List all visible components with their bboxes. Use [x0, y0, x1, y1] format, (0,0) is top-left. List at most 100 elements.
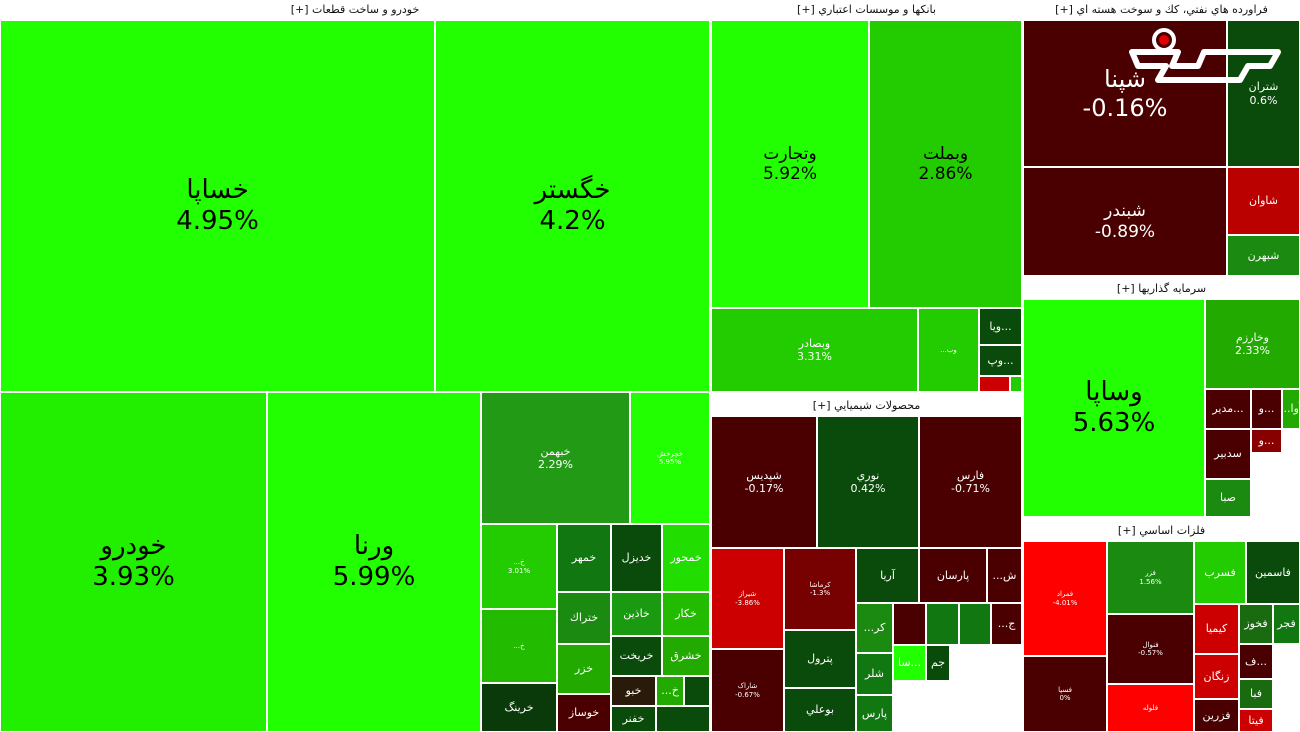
stock-tile[interactable]: [684, 676, 710, 706]
stock-tile[interactable]: نوري 0.42%: [817, 416, 919, 548]
stock-tile[interactable]: فارس -0.71%: [919, 416, 1022, 548]
stock-tile[interactable]: شلر: [856, 653, 893, 695]
stock-tile[interactable]: خزر: [557, 644, 611, 694]
stock-tile[interactable]: فلوله: [1107, 684, 1194, 732]
stock-tile[interactable]: [1010, 376, 1022, 392]
stock-tile[interactable]: وبملت 2.86%: [869, 20, 1022, 308]
stock-tile[interactable]: ختراك: [557, 592, 611, 644]
stock-symbol: ...ويا: [989, 319, 1012, 333]
stock-tile[interactable]: ج...: [991, 603, 1022, 645]
stock-tile[interactable]: [926, 603, 959, 645]
stock-tile[interactable]: کرماشا -1.3%: [784, 548, 856, 630]
stock-tile[interactable]: فمراد -4.01%: [1023, 541, 1107, 656]
stock-tile[interactable]: ...مدير: [1205, 389, 1251, 429]
stock-tile[interactable]: خ...: [481, 609, 557, 683]
stock-tile[interactable]: فزرين: [1194, 699, 1239, 732]
stock-tile[interactable]: ...و: [1251, 389, 1282, 429]
stock-tile[interactable]: خاذين: [611, 592, 662, 636]
stock-tile[interactable]: وخارزم 2.33%: [1205, 299, 1300, 389]
stock-symbol: ش...: [992, 568, 1017, 582]
stock-tile[interactable]: کيميا: [1194, 604, 1239, 654]
stock-tile[interactable]: ش...: [987, 548, 1022, 603]
stock-change-percent: 4.2%: [539, 206, 606, 236]
stock-tile[interactable]: خرينگ: [481, 683, 557, 732]
stock-tile[interactable]: آوا...: [1282, 389, 1300, 429]
stock-tile[interactable]: کر...: [856, 603, 893, 653]
stock-change-percent: 0.42%: [850, 482, 886, 495]
sector-title-invest[interactable]: سرمايه گذاريها [+]: [1023, 279, 1300, 299]
stock-tile[interactable]: وتجارت 5.92%: [711, 20, 869, 308]
stock-tile[interactable]: فيتا: [1239, 709, 1273, 732]
stock-tile[interactable]: خبهمن 2.29%: [481, 392, 630, 524]
stock-tile[interactable]: فسرب: [1194, 541, 1246, 604]
stock-tile[interactable]: خکار: [662, 592, 710, 636]
stock-symbol: ختراك: [569, 611, 599, 625]
stock-tile[interactable]: شبهرن: [1227, 235, 1300, 276]
sector-panel-invest: سرمايه گذاريها [+] وساپا 5.63% وخارزم 2.33…: [1023, 279, 1300, 517]
stock-tile[interactable]: پارس: [856, 695, 893, 732]
stock-tile[interactable]: فسپا 0%: [1023, 656, 1107, 732]
stock-tile[interactable]: زنگان: [1194, 654, 1239, 699]
stock-tile[interactable]: [656, 706, 710, 732]
stock-tile[interactable]: خچرخش 5.95%: [630, 392, 710, 524]
stock-tile[interactable]: خريخت: [611, 636, 662, 676]
stock-tile[interactable]: فبا: [1239, 679, 1273, 709]
stock-symbol: خ...: [513, 558, 525, 567]
sector-title-auto[interactable]: خودرو و ساخت قطعات [+]: [0, 0, 710, 20]
stock-tile[interactable]: خ... 3.01%: [481, 524, 557, 609]
stock-tile[interactable]: شيراز -3.86%: [711, 548, 784, 649]
stock-symbol: ورنا: [353, 530, 395, 561]
stock-tile[interactable]: فاسمين: [1246, 541, 1300, 604]
stock-tile[interactable]: [893, 603, 926, 645]
sector-title-metals[interactable]: فلزات اساسي [+]: [1023, 521, 1300, 541]
stock-tile[interactable]: ...وپ: [979, 345, 1022, 376]
stock-tile[interactable]: ورنا 5.99%: [267, 392, 481, 732]
stock-tile[interactable]: وبصادر 3.31%: [711, 308, 918, 392]
stock-tile[interactable]: شاوان: [1227, 167, 1300, 235]
stock-symbol: خشرق: [670, 649, 702, 663]
stock-tile[interactable]: [979, 376, 1010, 392]
stock-tile[interactable]: فزر 1.56%: [1107, 541, 1194, 614]
stock-tile[interactable]: خشرق: [662, 636, 710, 676]
stock-tile[interactable]: فخوز: [1239, 604, 1273, 644]
stock-tile[interactable]: جم: [926, 645, 950, 681]
stock-tile[interactable]: شپنا -0.16%: [1023, 20, 1227, 167]
stock-tile[interactable]: [959, 603, 991, 645]
stock-tile[interactable]: شتران 0.6%: [1227, 20, 1300, 167]
stock-tile[interactable]: وساپا 5.63%: [1023, 299, 1205, 517]
stock-symbol: شبهرن: [1247, 248, 1280, 262]
stock-tile[interactable]: خودرو 3.93%: [0, 392, 267, 732]
stock-tile[interactable]: خوساز: [557, 694, 611, 732]
sector-title-chem[interactable]: محصولات شيميايي [+]: [711, 396, 1022, 416]
stock-tile[interactable]: شاراک -0.67%: [711, 649, 784, 732]
stock-tile[interactable]: خمحور: [662, 524, 710, 592]
stock-tile[interactable]: شپديس -0.17%: [711, 416, 817, 548]
sector-title-banks[interactable]: بانکها و موسسات اعتباري [+]: [711, 0, 1022, 20]
stock-tile[interactable]: وب...: [918, 308, 979, 392]
stock-tile[interactable]: خمهر: [557, 524, 611, 592]
stock-tile[interactable]: ...ف: [1239, 644, 1273, 679]
stock-tile[interactable]: ...سا: [893, 645, 926, 681]
stock-tile[interactable]: پارسان: [919, 548, 987, 603]
stock-tile[interactable]: بوعلي: [784, 688, 856, 732]
stock-tile[interactable]: خساپا 4.95%: [0, 20, 435, 392]
stock-symbol: ...و: [1258, 402, 1275, 416]
stock-tile[interactable]: خ...: [656, 676, 684, 706]
stock-tile[interactable]: آريا: [856, 548, 919, 603]
stock-symbol: خرينگ: [504, 700, 534, 714]
stock-tile[interactable]: سدبير: [1205, 429, 1251, 479]
stock-tile[interactable]: فنوال -0.57%: [1107, 614, 1194, 684]
stock-tile[interactable]: فجر: [1273, 604, 1300, 644]
stock-tile[interactable]: صبا: [1205, 479, 1251, 517]
stock-tile[interactable]: خبو: [611, 676, 656, 706]
stock-tile[interactable]: خديزل: [611, 524, 662, 592]
stock-symbol: فلوله: [1142, 703, 1159, 712]
stock-tile[interactable]: ...و: [1251, 429, 1282, 453]
sector-title-oil[interactable]: فراورده هاي نفتي، کك و سوخت هسته اي [+]: [1023, 0, 1300, 20]
stock-tile[interactable]: خگستر 4.2%: [435, 20, 710, 392]
stock-symbol: خساپا: [186, 174, 249, 205]
stock-tile[interactable]: ...ويا: [979, 308, 1022, 345]
stock-tile[interactable]: شبندر -0.89%: [1023, 167, 1227, 276]
stock-tile[interactable]: خفنر: [611, 706, 656, 732]
stock-tile[interactable]: پترول: [784, 630, 856, 688]
